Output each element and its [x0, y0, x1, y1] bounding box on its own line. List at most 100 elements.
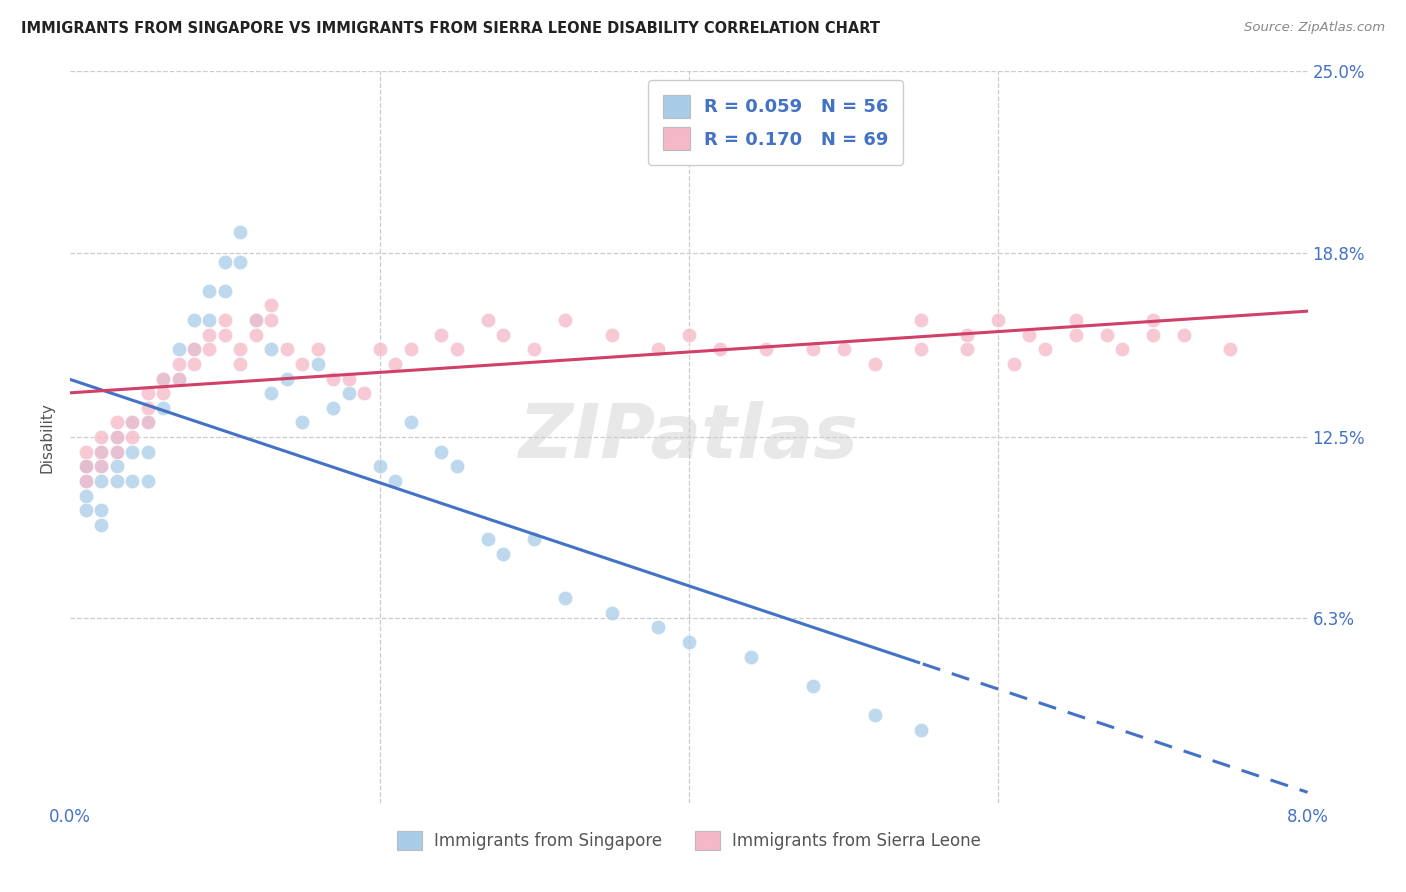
- Point: [446, 343, 468, 357]
- Point: [1002, 357, 1025, 371]
- Point: [75, 444, 97, 458]
- Point: [430, 444, 453, 458]
- Point: [647, 620, 669, 634]
- Point: [198, 343, 221, 357]
- Point: [214, 284, 236, 298]
- Point: [600, 606, 623, 620]
- Point: [75, 459, 97, 474]
- Point: [260, 386, 283, 401]
- Point: [1142, 327, 1164, 342]
- Point: [245, 313, 267, 327]
- Point: [956, 327, 979, 342]
- Point: [136, 444, 159, 458]
- Point: [183, 357, 205, 371]
- Point: [152, 371, 174, 385]
- Point: [910, 723, 932, 737]
- Point: [105, 430, 128, 444]
- Point: [167, 371, 190, 385]
- Text: ZIPatlas: ZIPatlas: [519, 401, 859, 474]
- Point: [121, 416, 143, 430]
- Point: [90, 459, 112, 474]
- Point: [1033, 343, 1056, 357]
- Point: [353, 386, 375, 401]
- Point: [183, 313, 205, 327]
- Point: [90, 444, 112, 458]
- Point: [75, 489, 97, 503]
- Point: [229, 357, 252, 371]
- Point: [523, 343, 546, 357]
- Point: [600, 327, 623, 342]
- Point: [105, 444, 128, 458]
- Point: [801, 343, 824, 357]
- Point: [1064, 327, 1087, 342]
- Point: [307, 343, 329, 357]
- Point: [384, 474, 406, 488]
- Point: [910, 313, 932, 327]
- Point: [167, 371, 190, 385]
- Point: [647, 343, 669, 357]
- Point: [337, 386, 360, 401]
- Point: [399, 343, 422, 357]
- Text: IMMIGRANTS FROM SINGAPORE VS IMMIGRANTS FROM SIERRA LEONE DISABILITY CORRELATION: IMMIGRANTS FROM SINGAPORE VS IMMIGRANTS …: [21, 21, 880, 36]
- Point: [492, 547, 515, 561]
- Point: [183, 343, 205, 357]
- Point: [291, 357, 314, 371]
- Point: [678, 635, 700, 649]
- Point: [307, 357, 329, 371]
- Point: [245, 313, 267, 327]
- Point: [477, 533, 499, 547]
- Point: [229, 254, 252, 268]
- Point: [276, 343, 298, 357]
- Text: Source: ZipAtlas.com: Source: ZipAtlas.com: [1244, 21, 1385, 34]
- Point: [121, 444, 143, 458]
- Point: [167, 357, 190, 371]
- Point: [430, 327, 453, 342]
- Point: [105, 430, 128, 444]
- Point: [183, 343, 205, 357]
- Point: [121, 416, 143, 430]
- Point: [152, 371, 174, 385]
- Point: [105, 474, 128, 488]
- Point: [1095, 327, 1118, 342]
- Point: [399, 416, 422, 430]
- Point: [1018, 327, 1040, 342]
- Point: [477, 313, 499, 327]
- Point: [136, 386, 159, 401]
- Point: [1064, 313, 1087, 327]
- Point: [368, 343, 391, 357]
- Point: [322, 401, 344, 415]
- Point: [678, 327, 700, 342]
- Point: [105, 416, 128, 430]
- Point: [167, 343, 190, 357]
- Point: [245, 327, 267, 342]
- Point: [136, 474, 159, 488]
- Point: [1111, 343, 1133, 357]
- Point: [740, 649, 762, 664]
- Point: [832, 343, 855, 357]
- Point: [384, 357, 406, 371]
- Legend: Immigrants from Singapore, Immigrants from Sierra Leone: Immigrants from Singapore, Immigrants fr…: [391, 824, 987, 856]
- Point: [136, 401, 159, 415]
- Point: [198, 284, 221, 298]
- Point: [709, 343, 731, 357]
- Point: [90, 430, 112, 444]
- Point: [229, 225, 252, 239]
- Point: [75, 503, 97, 517]
- Point: [276, 371, 298, 385]
- Point: [105, 459, 128, 474]
- Point: [492, 327, 515, 342]
- Y-axis label: Disability: Disability: [39, 401, 55, 473]
- Point: [214, 313, 236, 327]
- Point: [121, 474, 143, 488]
- Point: [90, 474, 112, 488]
- Point: [956, 343, 979, 357]
- Point: [337, 371, 360, 385]
- Point: [198, 313, 221, 327]
- Point: [863, 357, 886, 371]
- Point: [90, 444, 112, 458]
- Point: [75, 474, 97, 488]
- Point: [260, 298, 283, 312]
- Point: [105, 444, 128, 458]
- Point: [152, 401, 174, 415]
- Point: [910, 343, 932, 357]
